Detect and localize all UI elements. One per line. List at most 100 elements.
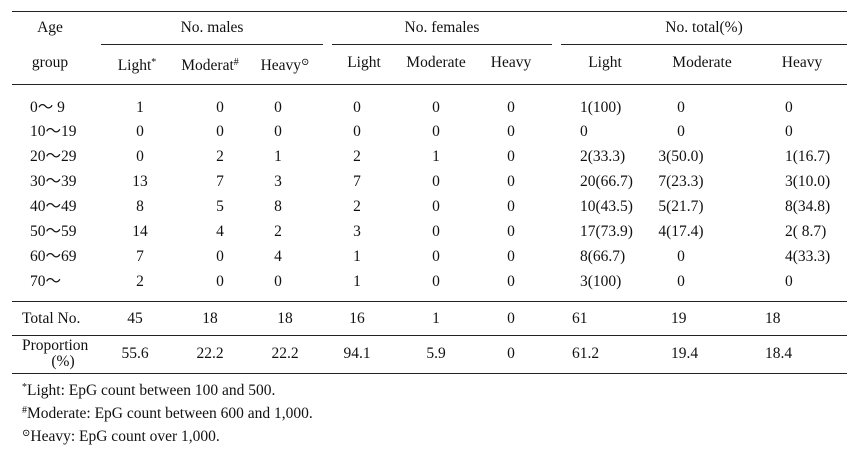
table-cell: 0	[136, 123, 144, 140]
table-cell: 10(43.5)	[580, 198, 633, 215]
table-cell: 4(33.3)	[785, 248, 831, 265]
bottom-rule	[12, 373, 847, 374]
table-cell: 0	[216, 248, 224, 265]
col-header-male-heavy: Heavy⊙	[260, 57, 310, 74]
table-cell: 2	[274, 223, 282, 240]
table-cell: 1	[432, 148, 440, 165]
males-group-rule	[101, 44, 323, 45]
females-group-rule	[332, 44, 552, 45]
table-cell: 7	[353, 173, 361, 190]
table-cell: 0	[507, 173, 515, 190]
age-group-cell: 40～49	[30, 198, 77, 215]
table-cell: 0	[274, 273, 282, 290]
table-cell: 0	[432, 223, 440, 240]
footnote-moderate: #Moderate: EpG count between 600 and 1,0…	[22, 405, 313, 422]
total-rule	[12, 335, 847, 336]
age-group-cell: 70～	[30, 273, 62, 290]
table-cell: 13	[132, 173, 148, 190]
total-cell: 1	[432, 310, 440, 327]
age-group-cell: 50～59	[30, 223, 77, 240]
total-cell: 18	[765, 310, 781, 327]
proportion-cell: 22.2	[271, 345, 299, 362]
total-group-rule	[561, 44, 847, 45]
footnote-light: *Light: EpG count between 100 and 500.	[22, 382, 276, 399]
table-cell: 0	[432, 173, 440, 190]
table-cell: 4	[274, 248, 282, 265]
proportion-cell: 94.1	[343, 345, 371, 362]
table-cell: 1	[353, 273, 361, 290]
table-cell: 0	[507, 148, 515, 165]
table-cell: 4(17.4)	[658, 223, 704, 240]
table-cell: 0	[785, 273, 793, 290]
table-cell: 2	[136, 273, 144, 290]
table-cell: 0	[507, 99, 515, 116]
table-cell: 0	[136, 148, 144, 165]
total-cell: 61	[572, 310, 588, 327]
table-cell: 1(100)	[580, 99, 622, 116]
table-cell: 1(16.7)	[785, 148, 831, 165]
total-cell: 19	[671, 310, 687, 327]
total-cell: 18	[202, 310, 218, 327]
table-cell: 0	[432, 123, 440, 140]
footnote-heavy: ⊙Heavy: EpG count over 1,000.	[22, 428, 220, 445]
total-cell: 45	[127, 310, 143, 327]
table-cell: 2	[216, 148, 224, 165]
proportion-cell: 5.9	[426, 345, 446, 362]
table-cell: 8(66.7)	[580, 248, 626, 265]
table-cell: 0	[580, 123, 588, 140]
table-cell: 8	[274, 198, 282, 215]
proportion-cell: 61.2	[572, 345, 600, 362]
table-cell: 14	[132, 223, 148, 240]
table-cell: 3(100)	[580, 273, 622, 290]
table-cell: 8(34.8)	[785, 198, 831, 215]
females-group-title: No. females	[404, 19, 480, 36]
total-cell: 18	[277, 310, 293, 327]
col-header-female-heavy: Heavy	[490, 54, 532, 71]
table-cell: 1	[274, 148, 282, 165]
table-cell: 0	[274, 99, 282, 116]
age-group-cell: 10～19	[30, 123, 77, 140]
table-cell: 0	[507, 123, 515, 140]
table-cell: 0	[274, 123, 282, 140]
table-cell: 5	[216, 198, 224, 215]
table-cell: 0	[677, 123, 685, 140]
proportion-cell: 0	[507, 345, 515, 362]
table-cell: 20(66.7)	[580, 173, 633, 190]
proportion-label-line2: (%)	[51, 353, 75, 370]
body-rule	[12, 301, 847, 302]
table-cell: 8	[136, 198, 144, 215]
table-cell: 7(23.3)	[658, 173, 704, 190]
proportion-label-line1: Proportion	[22, 337, 89, 354]
table-cell: 0	[507, 198, 515, 215]
table-cell: 0	[216, 123, 224, 140]
table-cell: 0	[353, 99, 361, 116]
table-cell: 1	[353, 248, 361, 265]
total-cell: 16	[349, 310, 365, 327]
table-cell: 0	[677, 248, 685, 265]
table-cell: 0	[432, 198, 440, 215]
proportion-cell: 18.4	[765, 345, 793, 362]
table-cell: 0	[507, 248, 515, 265]
table-cell: 0	[507, 223, 515, 240]
col-header-female-moderate: Moderate	[406, 54, 466, 71]
age-group-cell: 60～69	[30, 248, 77, 265]
proportion-cell: 22.2	[196, 345, 224, 362]
header-rule	[12, 84, 847, 85]
top-rule	[12, 11, 847, 12]
age-group-cell: 30～39	[30, 173, 77, 190]
table-cell: 0	[507, 273, 515, 290]
col-header-total-moderate: Moderate	[672, 54, 732, 71]
table-cell: 1	[136, 99, 144, 116]
age-header-line1: Age	[37, 19, 63, 36]
table-cell: 5(21.7)	[658, 198, 704, 215]
table-cell: 0	[432, 248, 440, 265]
table-cell: 0	[216, 273, 224, 290]
col-header-total-heavy: Heavy	[781, 54, 823, 71]
table-cell: 0	[785, 99, 793, 116]
table-cell: 3(50.0)	[658, 148, 704, 165]
table-cell: 0	[432, 99, 440, 116]
total-row-label: Total No.	[22, 310, 81, 327]
table-cell: 3	[353, 223, 361, 240]
table-cell: 3(10.0)	[785, 173, 831, 190]
